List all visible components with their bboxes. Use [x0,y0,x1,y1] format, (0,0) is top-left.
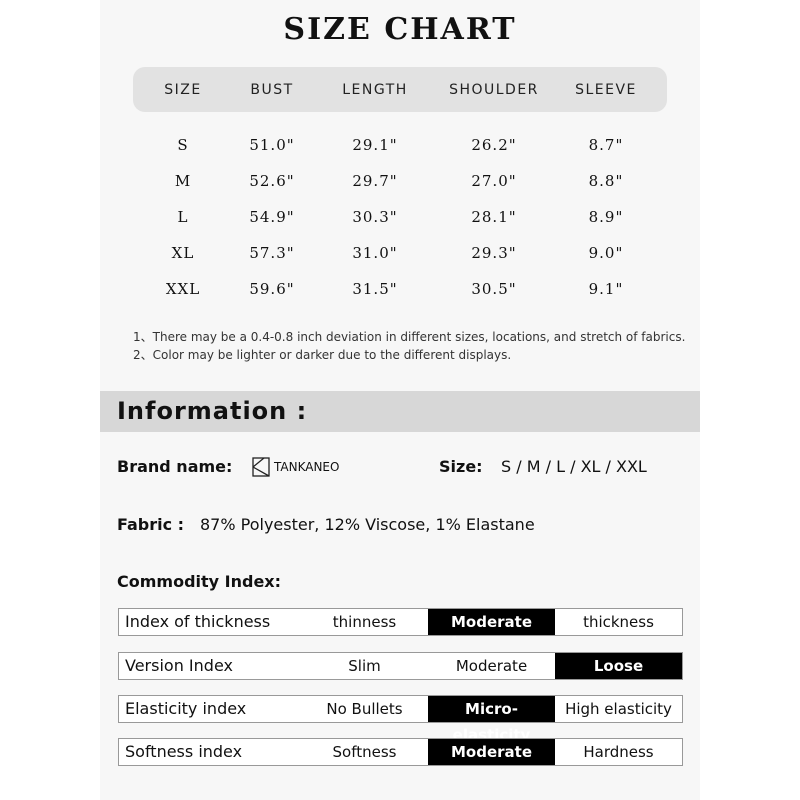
index-option: thinness [332,613,397,631]
size-cell: L [177,208,189,226]
measurement-cell: 57.3" [249,244,295,262]
information-heading: Information : [117,397,308,425]
index-option-selected: Moderate [428,609,555,635]
index-option: Softness [332,743,397,761]
column-header: LENGTH [342,82,408,98]
brand-label: Brand name: [117,457,233,476]
note: 2、Color may be lighter or darker due to … [133,348,512,362]
measurement-cell: 29.7" [352,172,398,190]
index-row: Index of thickness thinness Moderate thickn… [118,608,683,636]
index-option-selected: Micro-elasticity [428,696,555,744]
measurement-cell: 8.7" [588,136,624,154]
column-header: SHOULDER [449,82,539,98]
size-cell: XXL [165,280,201,298]
column-header: SIZE [164,82,202,98]
measurement-cell: 31.0" [352,244,398,262]
index-option-selected: Loose [555,653,682,679]
commodity-index-heading: Commodity Index: [117,572,282,591]
measurement-cell: 30.3" [352,208,398,226]
measurement-cell: 26.2" [471,136,517,154]
size-cell: XL [171,244,195,262]
measurement-cell: 29.3" [471,244,517,262]
measurement-cell: 8.9" [588,208,624,226]
column-header: BUST [250,82,294,98]
size-label: Size: [439,457,483,476]
column-header: SLEEVE [575,82,637,98]
brand-logo-icon [252,457,270,477]
measurement-cell: 27.0" [471,172,517,190]
index-row: Softness index Softness Moderate Hardness [118,738,683,766]
measurement-cell: 51.0" [249,136,295,154]
brand-name: TANKANEO [274,460,340,474]
index-option: High elasticity [565,700,672,718]
measurement-cell: 59.6" [249,280,295,298]
index-row: Version Index Slim Moderate Loose [118,652,683,680]
brand-logo: TANKANEO [252,457,339,477]
fabric-value: 87% Polyester, 12% Viscose, 1% Elastane [200,515,535,534]
measurement-cell: 54.9" [249,208,295,226]
index-name: Index of thickness [125,612,271,631]
measurement-cell: 9.0" [588,244,624,262]
measurement-cell: 30.5" [471,280,517,298]
measurement-cell: 28.1" [471,208,517,226]
measurement-cell: 31.5" [352,280,398,298]
measurement-cell: 29.1" [352,136,398,154]
index-row: Elasticity index No Bullets Micro-elastici… [118,695,683,744]
fabric-label: Fabric : [117,515,185,534]
index-name: Version Index [125,656,233,675]
page-title: SIZE CHART [283,12,517,47]
size-cell: M [174,172,192,190]
note: 1、There may be a 0.4-0.8 inch deviation … [133,330,686,344]
index-option: Slim [348,657,381,675]
size-table-header [133,67,667,112]
information-band: Information : [100,391,700,432]
index-option: No Bullets [326,700,403,718]
index-name: Elasticity index [125,699,247,718]
measurement-cell: 52.6" [249,172,295,190]
index-option: thickness [583,613,654,631]
measurement-cell: 8.8" [588,172,624,190]
size-values: S / M / L / XL / XXL [501,457,647,476]
index-option: Moderate [455,657,528,675]
index-name: Softness index [125,742,243,761]
size-cell: S [177,136,189,154]
index-option: Hardness [583,743,654,761]
measurement-cell: 9.1" [588,280,624,298]
index-option-selected: Moderate [428,739,555,765]
